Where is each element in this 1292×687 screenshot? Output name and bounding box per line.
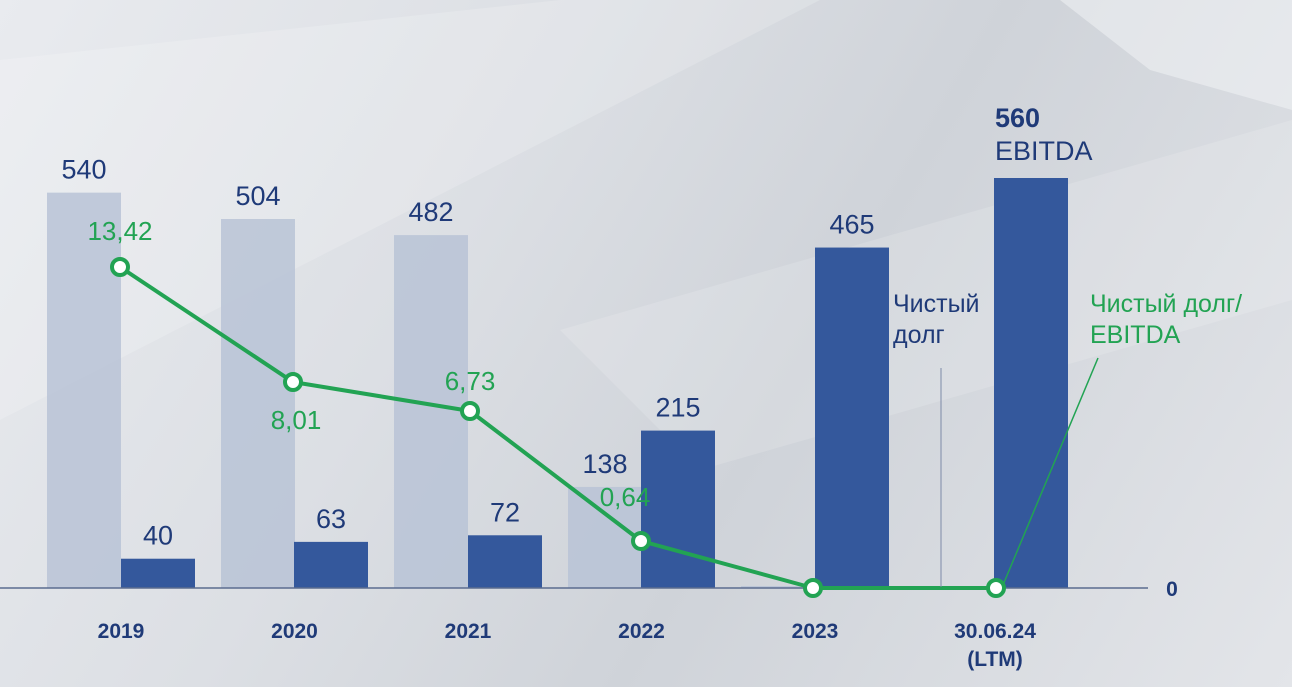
net-debt-bar: [394, 235, 468, 588]
ratio-value-label: 6,73: [445, 366, 496, 396]
x-tick-label: 2023: [792, 620, 839, 643]
ratio-callout: EBITDA: [1090, 321, 1181, 349]
ebitda-value-label: 560: [995, 103, 1040, 133]
ebitda-bar: [641, 430, 715, 588]
callouts-layer: Чистый долг Чистый долг/EBITDA: [893, 290, 1242, 587]
ratio-point: [460, 401, 480, 421]
ratio-callout-leader: [1002, 357, 1099, 586]
ratio-value-label: 8,01: [271, 405, 322, 435]
bars-layer: [47, 178, 1068, 588]
ebitda-callout: EBITDA: [995, 136, 1093, 166]
net-debt-bar: [568, 486, 642, 588]
net-debt-value-label: 138: [582, 449, 627, 479]
x-tick-label: (LTM): [967, 648, 1023, 671]
ratio-value-label: 13,42: [87, 216, 152, 246]
net-debt-bar: [741, 586, 815, 588]
net-debt-value-label: 504: [235, 181, 280, 211]
ratio-point: [283, 372, 303, 392]
net-debt-callout: Чистый: [893, 290, 980, 318]
background-streak: [1060, 0, 1292, 110]
background-decor: [0, 0, 1292, 470]
ebitda-value-label: 72: [490, 497, 520, 527]
ratio-point: [110, 257, 130, 277]
ebitda-bar: [468, 535, 542, 588]
net-debt-value-label: 540: [61, 155, 106, 185]
net-debt-callout: долг: [893, 321, 945, 349]
x-tick-label: 2020: [271, 620, 318, 643]
x-tick-label: 2021: [445, 620, 492, 643]
ratio-value-label: 0,64: [600, 482, 651, 512]
ebitda-bar: [294, 541, 368, 588]
x-tick-label: 2019: [98, 620, 145, 643]
ratio-line: [118, 265, 996, 590]
ebitda-bar: [994, 178, 1068, 588]
ratio-point: [803, 578, 823, 598]
x-tick-label: 30.06.24: [954, 620, 1036, 643]
ebitda-bar: [121, 558, 195, 588]
ebitda-value-label: 215: [655, 393, 700, 423]
ebitda-value-label: 63: [316, 504, 346, 534]
ebitda-value-label: 40: [143, 521, 173, 551]
net-debt-value-label: 482: [408, 197, 453, 227]
ratio-axis-zero-tick: 0: [1166, 578, 1178, 601]
background-streak: [0, 0, 820, 420]
ratio-point: [986, 578, 1006, 598]
ratio-line-layer: [110, 257, 1006, 598]
net-debt-bar: [47, 192, 121, 588]
ratio-point: [631, 531, 651, 551]
ratio-callout: Чистый долг/: [1090, 290, 1242, 318]
ebitda-bar: [815, 247, 889, 588]
x-tick-label: 2022: [618, 620, 665, 643]
background-streak: [560, 120, 1292, 470]
net-debt-bar: [221, 219, 295, 588]
ebitda-value-label: 465: [829, 210, 874, 240]
